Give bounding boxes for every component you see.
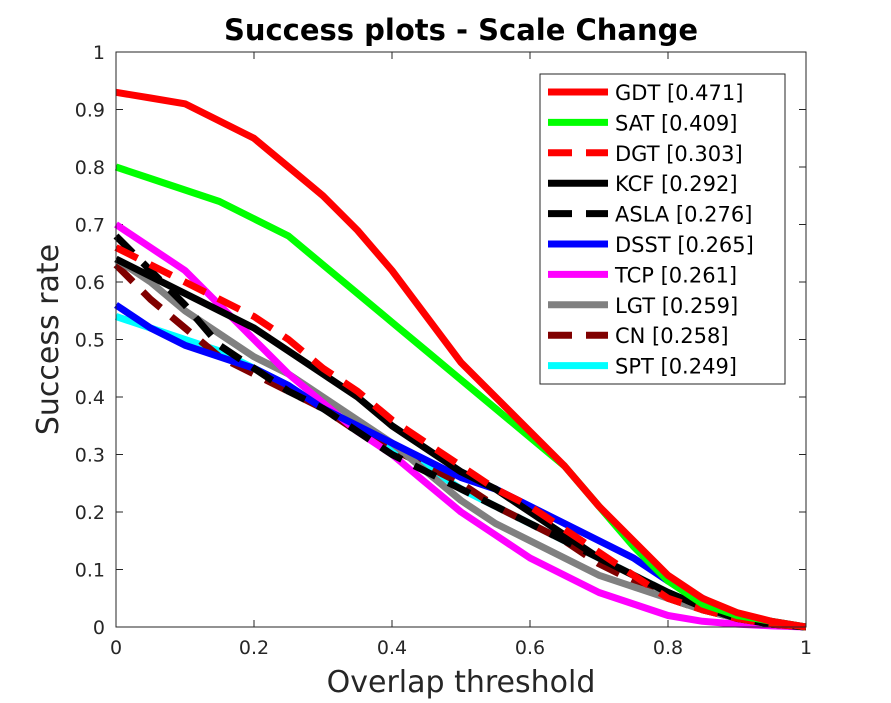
x-tick-label: 1 (800, 637, 812, 659)
legend-label: DSST [0.265] (615, 233, 754, 257)
series-line-gdt (115, 88, 807, 631)
series-line-lgt (114, 256, 807, 631)
legend-items: GDT [0.471] SAT [0.409] DGT [0.303] KCF [0.… (548, 81, 754, 379)
axes-box (115, 51, 807, 628)
legend-label: SAT [0.409] (615, 111, 737, 135)
series-line-dgt (114, 244, 807, 631)
x-tick-label: 0.2 (239, 637, 269, 659)
x-axis-label: Overlap threshold (327, 665, 596, 700)
y-tick-label: 1 (93, 42, 105, 64)
legend-label: LGT [0.259] (615, 294, 738, 318)
legend-label: KCF [0.292] (615, 172, 738, 196)
legend-label: CN [0.258] (615, 324, 729, 348)
y-tick-label: 0.3 (75, 445, 105, 467)
y-axis-ticks: 0 0.1 0.2 0.3 0.4 0.5 0.6 0.7 0.8 0.9 1 (75, 42, 806, 639)
x-tick-label: 0.6 (515, 637, 545, 659)
y-tick-label: 0.1 (75, 560, 105, 582)
series-line-sat (114, 163, 807, 631)
legend-label: GDT [0.471] (615, 81, 743, 105)
x-tick-label: 0 (110, 637, 122, 659)
chart-title: Success plots - Scale Change (224, 13, 698, 47)
legend-label: TCP [0.261] (614, 263, 737, 287)
x-axis-ticks: 0 0.2 0.4 0.6 0.8 1 (110, 52, 812, 659)
series-lines (113, 88, 807, 631)
y-tick-label: 0.7 (75, 215, 105, 237)
y-tick-label: 0 (93, 617, 105, 639)
legend-label: DGT [0.303] (615, 142, 743, 166)
x-tick-label: 0.4 (377, 637, 407, 659)
y-tick-label: 0.2 (75, 502, 105, 524)
y-axis-label: Success rate (31, 244, 66, 435)
y-tick-label: 0.5 (75, 330, 105, 352)
legend-label: SPT [0.249] (615, 355, 737, 379)
y-tick-label: 0.4 (75, 387, 105, 409)
y-tick-label: 0.6 (75, 272, 105, 294)
x-tick-label: 0.8 (653, 637, 683, 659)
legend: GDT [0.471] SAT [0.409] DGT [0.303] KCF [0.… (539, 73, 786, 385)
y-tick-label: 0.8 (75, 157, 105, 179)
y-tick-label: 0.9 (75, 100, 105, 122)
series-line-kcf (114, 255, 807, 631)
legend-label: ASLA [0.276] (615, 203, 752, 227)
